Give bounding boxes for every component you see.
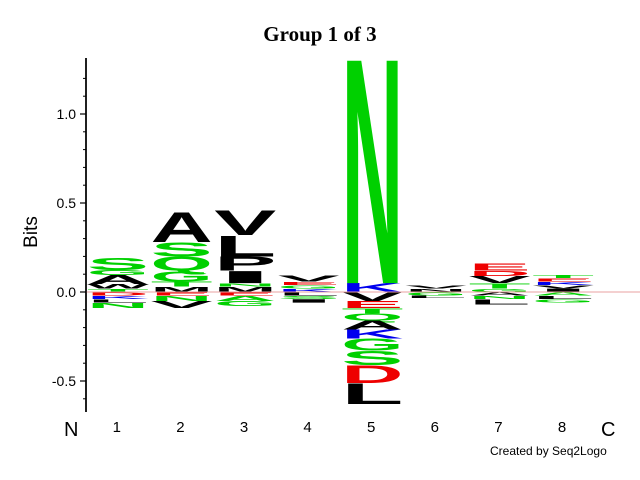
logo-letter: T xyxy=(341,307,403,315)
y-tick-label: 0.5 xyxy=(57,195,77,211)
logo-letter: P xyxy=(214,253,276,275)
logo-letter: G xyxy=(87,268,149,276)
logo-letter: I xyxy=(532,288,594,294)
logo-letter: V xyxy=(214,203,276,242)
logo-letter: N xyxy=(151,294,213,302)
logo-letter: K xyxy=(278,288,340,294)
position-label: 8 xyxy=(558,419,566,436)
logo-letter: L xyxy=(341,377,403,411)
position-label: 7 xyxy=(494,419,502,436)
logo-letter: T xyxy=(151,280,213,288)
logo-letter: V xyxy=(405,284,467,290)
logo-letter: V xyxy=(341,290,403,304)
logo-letter: L xyxy=(87,298,149,304)
logo-letter: Q xyxy=(341,312,403,323)
logo-letter: G xyxy=(214,300,276,308)
logo-letter: D xyxy=(469,269,531,277)
logo-letter: K xyxy=(532,280,594,286)
logo-letter: T xyxy=(469,282,531,290)
logo-letter: G xyxy=(341,335,403,354)
y-tick-label: 0.0 xyxy=(57,284,77,300)
logo-letter: A xyxy=(532,291,594,297)
logo-letter: K xyxy=(341,281,403,295)
position-label: 1 xyxy=(113,419,121,436)
logo-letter: V xyxy=(278,273,340,283)
logo-letter: S xyxy=(87,254,149,274)
logo-letter: L xyxy=(469,298,531,306)
logo-letter: S xyxy=(151,239,213,261)
logo-letter: A xyxy=(341,318,403,332)
logo-letter: A xyxy=(87,273,149,287)
logo-letter: E xyxy=(469,262,531,273)
logo-letter: E xyxy=(278,280,340,286)
logo-letter: N xyxy=(341,0,403,353)
y-tick-label: -0.5 xyxy=(52,373,76,389)
logo-letter: I xyxy=(214,267,276,286)
logo-letter: Q xyxy=(151,253,213,275)
logo-letter: L xyxy=(278,291,340,297)
credit-text: Created by Seq2Logo xyxy=(490,444,607,458)
logo-letter: L xyxy=(214,229,276,263)
logo-letter: G xyxy=(405,291,467,297)
position-label: 3 xyxy=(240,419,248,436)
logo-letter: E xyxy=(532,277,594,283)
logo-letter: G xyxy=(469,288,531,294)
logo-letter: V xyxy=(532,284,594,290)
position-label: 4 xyxy=(303,419,311,436)
logo-letter: N xyxy=(405,288,467,294)
logo-letter: K xyxy=(87,295,149,301)
logo-letter: M xyxy=(214,285,276,293)
logo-letter: G xyxy=(278,284,340,290)
logo-letter: L xyxy=(532,295,594,301)
logo-letter: T xyxy=(532,273,594,279)
logo-letter: D xyxy=(341,361,403,389)
logo-letter: N xyxy=(214,282,276,288)
logo-letter: A xyxy=(151,205,213,252)
chart-title: Group 1 of 3 xyxy=(263,22,377,46)
y-tick-label: 1.0 xyxy=(57,106,77,122)
logo-letter: G xyxy=(151,268,213,285)
logo-letter: A xyxy=(469,291,531,297)
logo-letter: W xyxy=(87,283,149,290)
logo-letter: N xyxy=(469,295,531,301)
n-terminus-label: N xyxy=(64,419,79,441)
position-label: 6 xyxy=(431,419,439,436)
logo-letter: E xyxy=(151,291,213,297)
logo-letter: I xyxy=(278,298,340,304)
logo-letter: E xyxy=(214,291,276,297)
logo-letter: L xyxy=(405,295,467,299)
logo-letter: E xyxy=(341,299,403,310)
logo-letter: T xyxy=(87,288,149,294)
logo-letter: S xyxy=(341,347,403,369)
logo-letter: V xyxy=(151,299,213,310)
logo-letter: K xyxy=(341,327,403,341)
position-label: 5 xyxy=(367,419,375,436)
logo-letter: S xyxy=(278,295,340,301)
c-terminus-label: C xyxy=(601,419,616,441)
logo-letter: A xyxy=(214,294,276,302)
logo-letter: N xyxy=(87,301,149,309)
logo-letter: V xyxy=(469,274,531,285)
position-label: 2 xyxy=(176,419,184,436)
logo-letter: D xyxy=(87,291,149,297)
logo-letter: M xyxy=(151,285,213,293)
logo-letter: G xyxy=(532,298,594,304)
